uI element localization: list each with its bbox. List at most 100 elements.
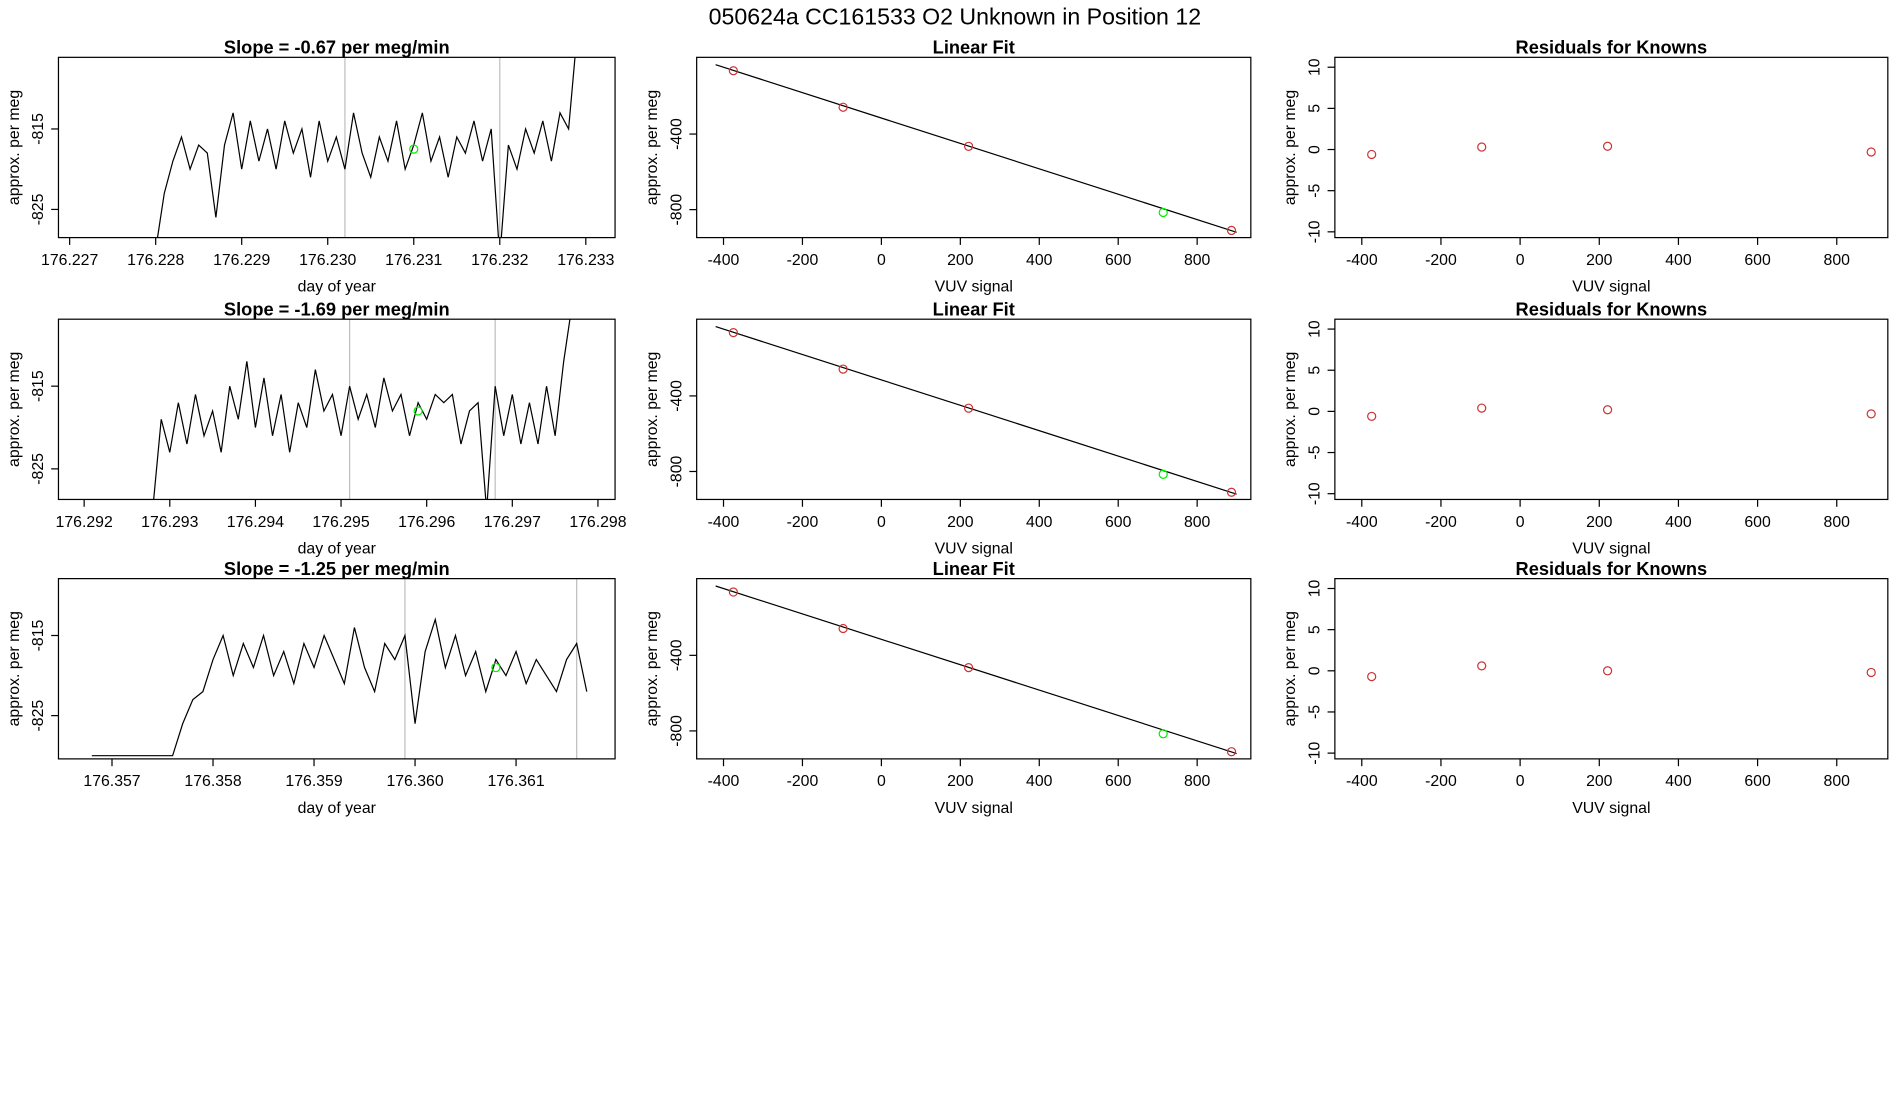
panel-title: Linear Fit	[933, 37, 1015, 58]
x-tick-label: 800	[1184, 252, 1211, 269]
data-point	[1226, 747, 1237, 757]
x-tick-label: 0	[877, 514, 886, 531]
y-tick-label: -800	[668, 455, 685, 487]
y-tick-label: 5	[1307, 625, 1324, 634]
y-tick-label: 0	[1307, 145, 1324, 154]
x-axis-label: day of year	[298, 541, 377, 558]
x-tick-label: 400	[1665, 773, 1692, 790]
x-tick-label: 176.228	[127, 252, 184, 269]
series-line	[91, 617, 588, 757]
x-tick-label: 176.292	[56, 514, 113, 531]
x-tick-label: 600	[1105, 514, 1132, 531]
data-point	[1158, 469, 1168, 479]
x-tick-label: -400	[1346, 773, 1378, 790]
data-point	[1602, 405, 1613, 415]
y-axis-label: approx. per meg	[6, 90, 23, 205]
panel-title: Slope = -1.69 per meg/min	[224, 299, 450, 320]
y-axis-label: approx. per meg	[1282, 611, 1299, 726]
y-tick-label: -825	[30, 193, 47, 225]
figure-title: 050624a CC161533 O2 Unknown in Position …	[709, 3, 1201, 29]
y-tick-label: -10	[1307, 220, 1324, 243]
y-tick-label: -400	[668, 118, 685, 150]
data-point	[413, 406, 423, 416]
x-tick-label: 176.229	[213, 252, 270, 269]
data-point	[1866, 667, 1876, 678]
data-point	[1158, 729, 1168, 739]
y-tick-label: -5	[1307, 705, 1324, 719]
plot-area	[715, 585, 1237, 757]
x-axis-label: VUV signal	[935, 800, 1013, 817]
plot-frame	[1334, 578, 1889, 760]
plot-frame	[1334, 318, 1889, 501]
y-tick-label: -825	[30, 453, 47, 485]
x-tick-label: 176.296	[398, 514, 455, 531]
x-tick-label: 800	[1824, 773, 1851, 790]
plot-area	[156, 57, 576, 238]
data-point	[1226, 225, 1237, 236]
x-axis-label: day of year	[298, 279, 377, 296]
series-line	[153, 319, 571, 500]
data-point	[1866, 147, 1876, 157]
x-tick-label: 400	[1665, 514, 1692, 531]
plot-frame	[696, 578, 1252, 760]
plot-area	[1367, 403, 1876, 421]
x-tick-label: 176.298	[569, 514, 626, 531]
x-tick-label: -200	[787, 252, 819, 269]
plot-frame	[57, 318, 616, 501]
x-tick-label: 200	[1586, 252, 1613, 269]
x-tick-label: 800	[1184, 514, 1211, 531]
y-tick-label: -400	[668, 380, 685, 412]
y-tick-label: 0	[1307, 407, 1324, 416]
y-axis-label: approx. per meg	[6, 611, 23, 726]
x-tick-label: 176.227	[41, 252, 98, 269]
panel-title: Linear Fit	[933, 299, 1015, 320]
y-axis-label: approx. per meg	[644, 90, 661, 205]
y-tick-label: -825	[30, 700, 47, 732]
data-point	[1226, 487, 1237, 497]
data-point	[1866, 409, 1876, 419]
x-tick-label: 600	[1744, 252, 1771, 269]
x-tick-label: 176.231	[385, 252, 442, 269]
data-point	[838, 364, 848, 374]
x-tick-label: 176.358	[184, 773, 241, 790]
data-point	[963, 141, 974, 151]
x-tick-label: 0	[1516, 252, 1525, 269]
x-axis-label: VUV signal	[935, 541, 1013, 558]
y-tick-label: -10	[1307, 741, 1324, 764]
x-axis-label: VUV signal	[1572, 800, 1650, 817]
y-axis-label: approx. per meg	[6, 352, 23, 467]
plot-frame	[696, 56, 1252, 239]
x-tick-label: 176.359	[285, 773, 342, 790]
x-tick-label: 0	[877, 252, 886, 269]
y-tick-label: -400	[668, 639, 685, 671]
x-tick-label: 0	[1516, 773, 1525, 790]
data-point	[838, 102, 848, 112]
data-point	[728, 587, 739, 597]
y-tick-label: 10	[1307, 58, 1324, 76]
x-tick-label: 200	[947, 252, 974, 269]
plot-frame	[57, 56, 616, 239]
y-tick-label: -815	[30, 370, 47, 402]
x-tick-label: 176.293	[141, 514, 198, 531]
x-tick-label: 800	[1824, 514, 1851, 531]
x-tick-label: 176.297	[484, 514, 541, 531]
data-point	[1367, 149, 1377, 160]
data-point	[1477, 142, 1487, 152]
data-point	[1477, 403, 1487, 413]
x-tick-label: 200	[1586, 773, 1613, 790]
x-tick-label: 400	[1026, 514, 1053, 531]
x-tick-label: -200	[787, 773, 819, 790]
series-line	[715, 585, 1237, 755]
y-tick-label: -800	[668, 194, 685, 226]
x-tick-label: -200	[1425, 773, 1457, 790]
series-line	[715, 64, 1237, 233]
x-tick-label: -400	[1346, 514, 1378, 531]
y-axis-label: approx. per meg	[1282, 90, 1299, 205]
x-tick-label: 600	[1744, 773, 1771, 790]
y-tick-label: 0	[1307, 666, 1324, 675]
x-axis-label: VUV signal	[1572, 279, 1650, 296]
plot-frame	[696, 318, 1252, 501]
